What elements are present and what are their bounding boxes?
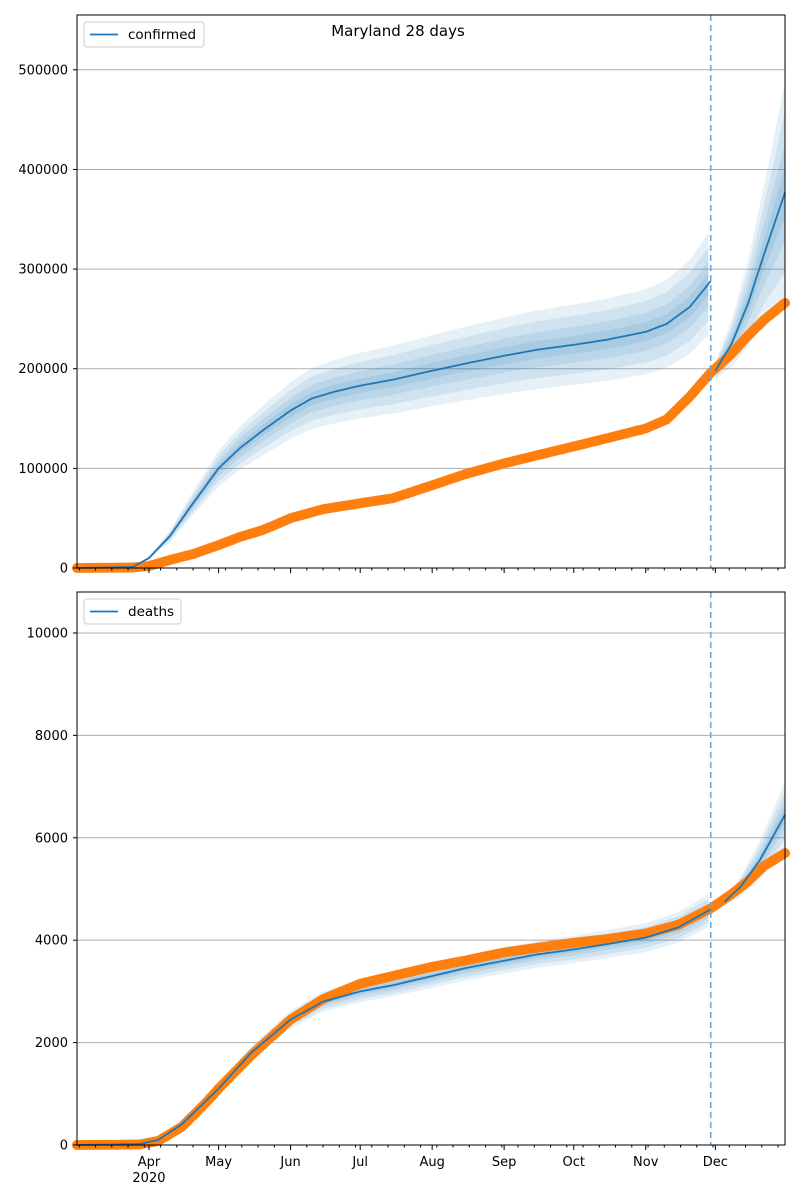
x-tick-label: Jul [351, 1155, 368, 1170]
y-tick-label: 200000 [18, 362, 68, 377]
legend-label: deaths [128, 604, 174, 620]
model-forecast-line [714, 192, 786, 372]
observed-points [72, 848, 790, 1150]
model-forecast-line [723, 814, 786, 903]
x-tick-label: Sep [492, 1155, 517, 1170]
forecast-band-0 [715, 80, 785, 380]
forecast-band-2 [715, 142, 785, 375]
y-tick-label: 0 [60, 1139, 68, 1154]
x-year-label: 2020 [132, 1171, 165, 1186]
legend: deaths [83, 598, 182, 625]
model-fit-line [77, 280, 712, 569]
uncertainty-bands [77, 80, 785, 569]
y-tick-label: 100000 [18, 462, 68, 477]
y-tick-label: 8000 [35, 729, 68, 744]
fit-band-2 [77, 261, 709, 568]
y-tick-label: 300000 [18, 263, 68, 278]
y-tick-label: 400000 [18, 163, 68, 178]
fit-band-0 [77, 232, 709, 569]
y-tick-label: 4000 [35, 934, 68, 949]
confirmed-panel: 0 100000 200000 300000 400000 500000 confirmed [18, 14, 790, 577]
legend-box [83, 21, 205, 48]
model-fit-line [77, 908, 712, 1146]
grid [77, 632, 785, 1146]
x-tick-label: Apr [138, 1155, 161, 1170]
x-tick-label: Jun [279, 1155, 300, 1170]
axes-frame [76, 14, 786, 569]
y-tick-label: 0 [60, 562, 68, 577]
axes-frame [76, 591, 786, 1146]
x-tick-label: Dec [703, 1155, 728, 1170]
fit-band-0 [77, 894, 709, 1145]
x-tick-label: May [205, 1155, 232, 1170]
legend: confirmed [83, 21, 205, 48]
fit-band-1 [77, 247, 709, 568]
y-tick-label: 2000 [35, 1036, 68, 1051]
y-tick-label: 500000 [18, 63, 68, 78]
x-tick-label: Aug [419, 1155, 444, 1170]
y-tick-label: 10000 [27, 626, 68, 641]
y-tick-label: 6000 [35, 831, 68, 846]
legend-label: confirmed [128, 27, 196, 43]
fit-band-3 [77, 272, 709, 568]
chart-title: Maryland 28 days [331, 22, 465, 40]
fit-band-1 [77, 899, 709, 1145]
x-tick-label: Oct [563, 1155, 585, 1170]
deaths-panel: 0 2000 4000 6000 8000 10000 Apr May Jun Jul Aug Sep… [27, 591, 790, 1186]
legend-box [83, 598, 182, 625]
x-tick-label: Nov [633, 1155, 659, 1170]
forecast-band-1 [715, 111, 785, 378]
